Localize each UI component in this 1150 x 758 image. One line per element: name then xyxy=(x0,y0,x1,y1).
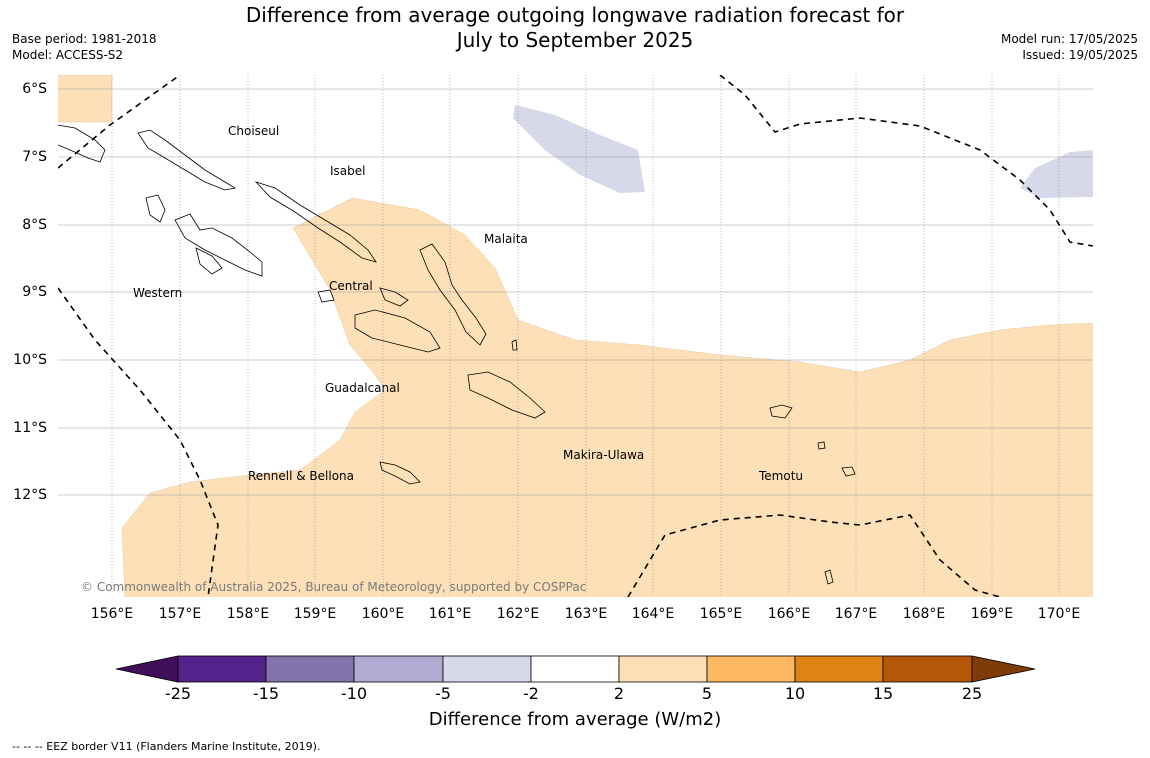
lon-label-170e: 170°E xyxy=(1037,606,1081,622)
lon-label-158e: 158°E xyxy=(226,606,270,622)
island-makira xyxy=(467,371,546,419)
island-russell xyxy=(317,289,335,303)
meta-left: Base period: 1981-2018 Model: ACCESS-S2 xyxy=(12,31,157,63)
negative-anomaly-area-north xyxy=(513,105,645,193)
title-line-2: July to September 2025 xyxy=(456,28,694,52)
island-florida xyxy=(379,287,409,307)
copyright-notice: © Commonwealth of Australia 2025, Bureau… xyxy=(81,580,587,594)
island-tikopia xyxy=(824,569,834,585)
lon-label-157e: 157°E xyxy=(158,606,202,622)
lat-label-9s: 9°S xyxy=(22,284,47,300)
island-isabel xyxy=(254,181,377,263)
region-label-isabel: Isabel xyxy=(330,164,365,178)
lat-label-8s: 8°S xyxy=(22,217,47,233)
lon-label-159e: 159°E xyxy=(293,606,337,622)
region-label-malaita: Malaita xyxy=(484,232,528,246)
model-run: Model run: 17/05/2025 xyxy=(1000,32,1138,46)
lat-label-6s: 6°S xyxy=(22,81,47,97)
colorbar-swatch-3 xyxy=(353,655,444,683)
colorbar-tick-6: 2 xyxy=(613,684,625,703)
lon-label-161e: 161°E xyxy=(428,606,472,622)
island-bougainville xyxy=(58,124,106,163)
colorbar-swatch-1 xyxy=(177,655,267,683)
lon-label-160e: 160°E xyxy=(361,606,405,622)
longitude-gridlines xyxy=(111,75,1060,597)
negative-anomaly-area-east xyxy=(1020,150,1093,198)
colorbar-swatch-2 xyxy=(265,655,355,683)
lon-label-163e: 163°E xyxy=(564,606,608,622)
island-santa-cruz xyxy=(769,404,793,419)
island-vanikoro xyxy=(841,466,856,477)
lat-label-12s: 12°S xyxy=(13,487,47,503)
lat-label-10s: 10°S xyxy=(13,352,47,368)
eez-borders xyxy=(58,75,1093,597)
lon-label-168e: 168°E xyxy=(902,606,946,622)
island-vella xyxy=(145,194,166,223)
colorbar-tick-4: -5 xyxy=(435,684,451,703)
positive-anomaly-area xyxy=(121,197,1093,597)
region-label-temotu: Temotu xyxy=(758,469,803,483)
region-label-western: Western xyxy=(133,286,182,300)
island-choiseul xyxy=(137,129,237,191)
colorbar-swatch-5 xyxy=(530,655,620,683)
colorbar-swatch-lt-25 xyxy=(115,655,179,683)
colorbar-swatch-9 xyxy=(882,655,973,683)
colorbar-tick-1: -25 xyxy=(164,684,192,703)
colorbar-label: Difference from average (W/m2) xyxy=(428,709,722,730)
colorbar-swatch-7 xyxy=(706,655,796,683)
colorbar-tick-9: 15 xyxy=(872,684,894,703)
lon-label-156e: 156°E xyxy=(90,606,134,622)
region-label-makira-ulawa: Makira-Ulawa xyxy=(563,448,644,462)
lat-label-7s: 7°S xyxy=(22,149,47,165)
island-ranongga xyxy=(195,247,223,275)
region-label-guadalcanal: Guadalcanal xyxy=(325,381,400,395)
lon-label-166e: 166°E xyxy=(767,606,811,622)
lon-label-165e: 165°E xyxy=(699,606,743,622)
lon-label-169e: 169°E xyxy=(970,606,1014,622)
lon-label-162e: 162°E xyxy=(496,606,540,622)
region-label-choiseul: Choiseul xyxy=(228,124,279,138)
colorbar-tick-8: 10 xyxy=(784,684,806,703)
colorbar-tick-5: -2 xyxy=(523,684,539,703)
colorbar-tick-10: 25 xyxy=(961,684,983,703)
meta-right: Model run: 17/05/2025 Issued: 19/05/2025 xyxy=(1001,31,1138,63)
issued-date: Issued: 19/05/2025 xyxy=(1022,48,1138,62)
island-rennell xyxy=(379,461,421,485)
colorbar-tick-7: 5 xyxy=(701,684,713,703)
island-sikaiana xyxy=(511,339,518,351)
colorbar-swatch-gt-25 xyxy=(971,655,1036,683)
lon-label-164e: 164°E xyxy=(631,606,675,622)
region-label-central: Central xyxy=(329,279,373,293)
title-line-1: Difference from average outgoing longwav… xyxy=(245,3,905,27)
island-new-georgia xyxy=(174,213,263,277)
lat-label-11s: 11°S xyxy=(13,420,47,436)
colorbar-tick-2: -15 xyxy=(252,684,280,703)
latitude-gridlines xyxy=(58,88,1093,496)
colorbar-tick-3: -10 xyxy=(340,684,368,703)
colorbar-swatch-8 xyxy=(794,655,884,683)
base-period: Base period: 1981-2018 xyxy=(12,32,157,46)
island-utupua xyxy=(817,441,826,450)
island-guadalcanal xyxy=(354,309,441,353)
island-malaita xyxy=(419,243,487,346)
model-name: Model: ACCESS-S2 xyxy=(12,48,124,62)
map-frame: Choiseul Isabel Malaita Central Western … xyxy=(58,75,1093,597)
coastlines xyxy=(58,124,856,585)
eez-footnote: -- -- -- EEZ border V11 (Flanders Marine… xyxy=(12,740,321,753)
lon-label-167e: 167°E xyxy=(834,606,878,622)
positive-anomaly-area-nw xyxy=(58,75,113,123)
region-label-rennell-bellona: Rennell & Bellona xyxy=(248,469,354,483)
colorbar-swatch-6 xyxy=(618,655,708,683)
colorbar-swatch-4 xyxy=(442,655,532,683)
map-title: Difference from average outgoing longwav… xyxy=(0,3,1150,53)
colorbar xyxy=(115,655,1036,683)
